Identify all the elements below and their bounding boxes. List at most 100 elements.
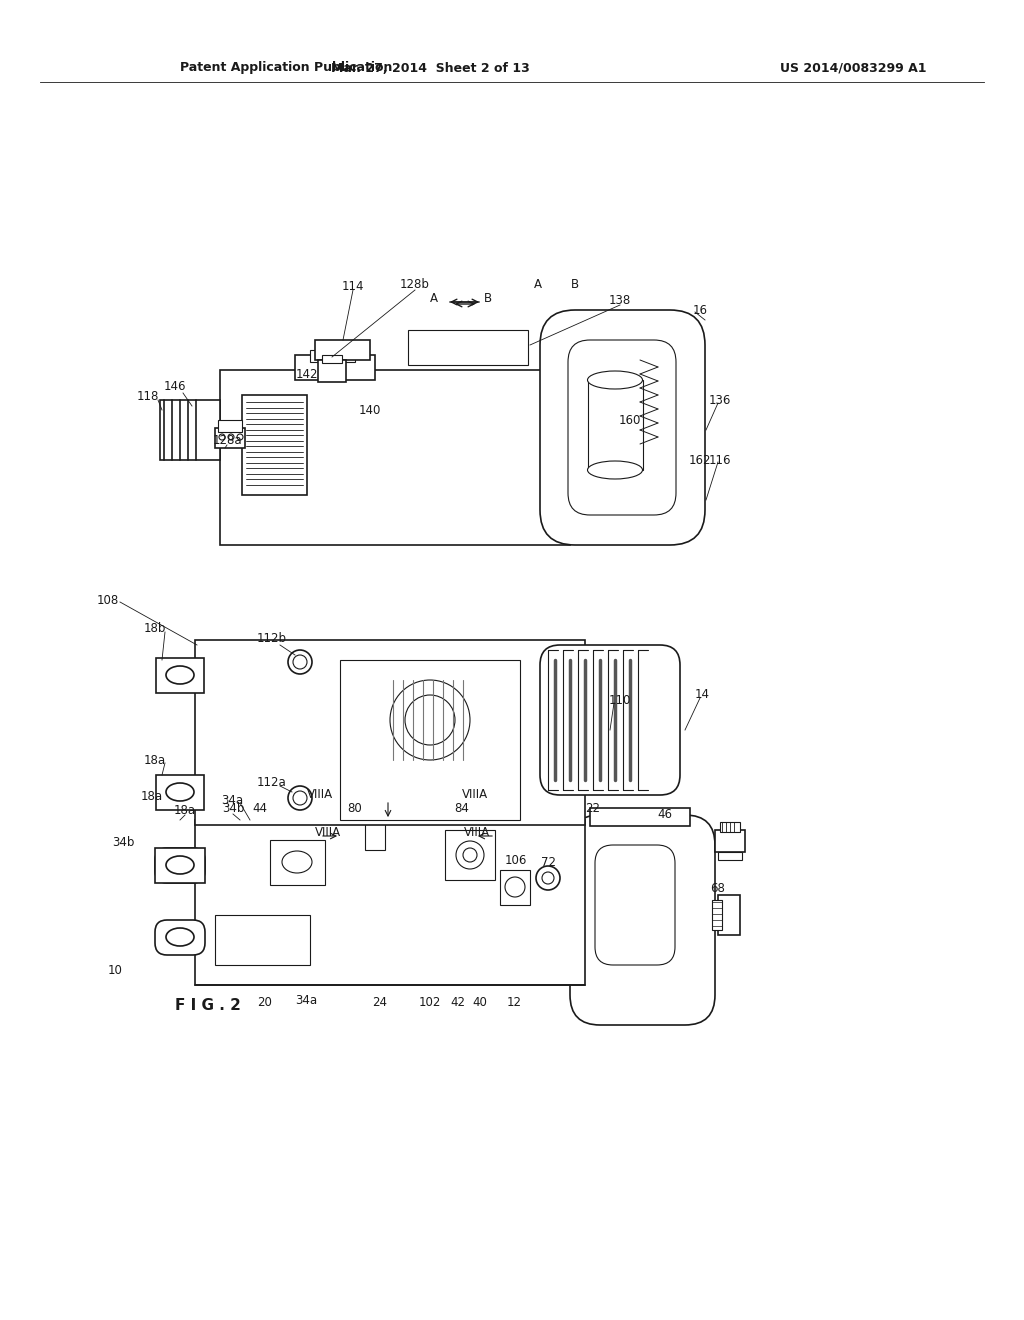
Text: 24: 24	[373, 995, 387, 1008]
Text: 22: 22	[586, 801, 600, 814]
Text: 44: 44	[253, 801, 267, 814]
Text: VIIIA: VIIIA	[315, 825, 341, 838]
Text: 34b: 34b	[222, 801, 244, 814]
Circle shape	[228, 434, 234, 440]
Bar	[588, 380, 643, 470]
Bar	[615, 870, 655, 940]
Ellipse shape	[615, 933, 655, 946]
Bar	[712, 900, 722, 931]
Ellipse shape	[505, 876, 525, 898]
Text: Mar. 27, 2014  Sheet 2 of 13: Mar. 27, 2014 Sheet 2 of 13	[331, 62, 529, 74]
Text: 142: 142	[296, 368, 318, 381]
Bar	[155, 847, 205, 883]
Text: 42: 42	[451, 995, 466, 1008]
FancyBboxPatch shape	[540, 310, 705, 545]
Bar	[215, 915, 310, 965]
Text: 138: 138	[609, 293, 631, 306]
Ellipse shape	[166, 855, 194, 874]
Bar	[295, 355, 375, 380]
Bar	[340, 350, 355, 362]
Text: 162: 162	[689, 454, 712, 466]
Ellipse shape	[615, 863, 655, 876]
Text: 140: 140	[358, 404, 381, 417]
Text: 128a: 128a	[212, 433, 242, 446]
Ellipse shape	[282, 851, 312, 873]
Bar	[715, 830, 745, 851]
Text: 106: 106	[505, 854, 527, 866]
Circle shape	[237, 434, 243, 440]
Circle shape	[288, 649, 312, 675]
Ellipse shape	[456, 841, 484, 869]
Text: 114: 114	[342, 280, 365, 293]
Ellipse shape	[588, 461, 642, 479]
Bar	[315, 341, 370, 360]
Text: F I G . 2: F I G . 2	[175, 998, 241, 1012]
Text: 110: 110	[609, 693, 631, 706]
Text: 146: 146	[164, 380, 186, 393]
Bar	[500, 870, 530, 906]
Bar	[590, 808, 690, 826]
FancyBboxPatch shape	[595, 845, 675, 965]
Bar	[195, 640, 585, 825]
Text: 18b: 18b	[143, 622, 166, 635]
Text: 80: 80	[347, 801, 362, 814]
Text: 118: 118	[137, 391, 159, 404]
Circle shape	[219, 434, 225, 440]
Bar	[408, 330, 528, 366]
Ellipse shape	[542, 873, 554, 884]
Bar	[445, 830, 495, 880]
Ellipse shape	[406, 696, 455, 744]
Bar	[160, 400, 220, 459]
Text: Patent Application Publication: Patent Application Publication	[180, 62, 392, 74]
FancyBboxPatch shape	[568, 341, 676, 515]
Text: A: A	[534, 279, 542, 292]
Ellipse shape	[166, 783, 194, 801]
Ellipse shape	[463, 847, 477, 862]
Bar	[718, 851, 742, 861]
Bar	[718, 895, 740, 935]
Text: US 2014/0083299 A1: US 2014/0083299 A1	[780, 62, 927, 74]
Text: 160: 160	[618, 413, 641, 426]
Text: 34a: 34a	[295, 994, 317, 1006]
Text: B: B	[571, 279, 579, 292]
FancyBboxPatch shape	[155, 920, 205, 954]
Text: 102: 102	[419, 995, 441, 1008]
Text: 108: 108	[97, 594, 119, 606]
Bar	[365, 820, 385, 850]
Circle shape	[293, 655, 307, 669]
Bar	[156, 775, 204, 810]
Text: 40: 40	[472, 995, 487, 1008]
Text: 14: 14	[694, 689, 710, 701]
FancyBboxPatch shape	[155, 847, 205, 883]
Bar	[340, 660, 520, 820]
Text: 12: 12	[507, 995, 521, 1008]
Bar	[720, 822, 740, 832]
Ellipse shape	[166, 667, 194, 684]
Text: 128b: 128b	[400, 279, 430, 292]
Text: 18a: 18a	[144, 754, 166, 767]
Circle shape	[288, 785, 312, 810]
Ellipse shape	[588, 371, 642, 389]
Text: 112a: 112a	[257, 776, 287, 788]
Text: 46: 46	[657, 808, 673, 821]
Text: 10: 10	[108, 964, 123, 977]
Bar	[220, 370, 570, 545]
Text: 84: 84	[455, 801, 469, 814]
Text: 116: 116	[709, 454, 731, 466]
Bar	[215, 428, 245, 447]
Text: VIIIA: VIIIA	[462, 788, 488, 801]
Ellipse shape	[390, 680, 470, 760]
Bar	[195, 820, 585, 985]
Text: 72: 72	[542, 855, 556, 869]
Bar	[218, 420, 242, 432]
Text: VIIIA: VIIIA	[307, 788, 333, 801]
Text: 20: 20	[258, 995, 272, 1008]
Bar	[270, 840, 325, 884]
Text: B: B	[484, 292, 493, 305]
Bar	[318, 360, 346, 381]
Text: 112b: 112b	[257, 631, 287, 644]
Text: 16: 16	[692, 304, 708, 317]
Text: 18a: 18a	[141, 789, 163, 803]
Text: VIIIA: VIIIA	[464, 825, 490, 838]
Bar	[242, 395, 307, 495]
